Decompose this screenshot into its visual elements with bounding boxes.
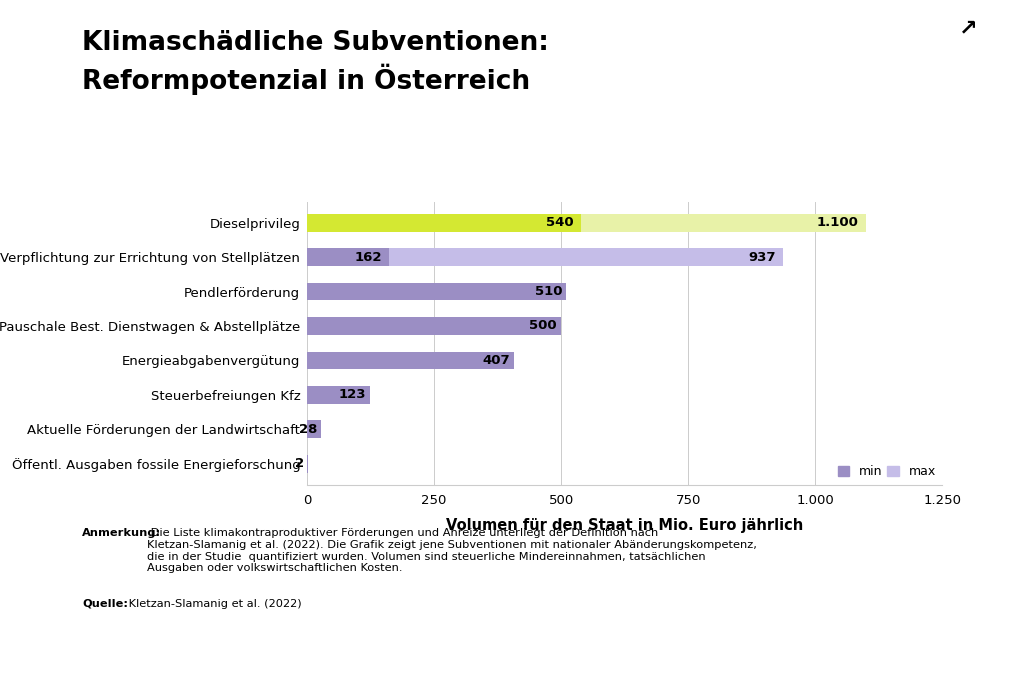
Bar — [307, 351, 514, 369]
Text: 2: 2 — [295, 458, 304, 470]
Legend: min, max: min, max — [838, 465, 936, 479]
Text: 510: 510 — [535, 285, 562, 298]
Text: Reformpotenzial in Österreich: Reformpotenzial in Österreich — [82, 64, 530, 96]
Text: 407: 407 — [482, 354, 510, 367]
Bar — [307, 283, 566, 300]
Text: 162: 162 — [354, 250, 382, 264]
Text: Klimaschädliche Subventionen:: Klimaschädliche Subventionen: — [82, 30, 549, 57]
Text: 540: 540 — [546, 216, 573, 229]
Text: 1.100: 1.100 — [816, 216, 858, 229]
Text: 123: 123 — [338, 388, 366, 401]
Text: 937: 937 — [748, 250, 775, 264]
Bar — [307, 213, 582, 232]
Text: Die Liste klimakontraproduktiver Förderungen und Anreize unterliegt der Definiti: Die Liste klimakontraproduktiver Förderu… — [147, 528, 758, 573]
Bar — [307, 248, 783, 266]
Bar — [307, 317, 561, 335]
Text: 500: 500 — [529, 320, 557, 332]
X-axis label: Volumen für den Staat in Mio. Euro jährlich: Volumen für den Staat in Mio. Euro jährl… — [446, 518, 803, 534]
Text: ↗: ↗ — [959, 19, 978, 39]
Bar — [307, 213, 866, 232]
Text: Quelle:: Quelle: — [82, 599, 128, 609]
Text: Anmerkung:: Anmerkung: — [82, 528, 161, 538]
Bar — [307, 421, 322, 438]
Text: 28: 28 — [299, 423, 317, 436]
Bar — [307, 386, 370, 404]
Bar — [307, 248, 389, 266]
Text: Kletzan-Slamanig et al. (2022): Kletzan-Slamanig et al. (2022) — [125, 599, 301, 609]
